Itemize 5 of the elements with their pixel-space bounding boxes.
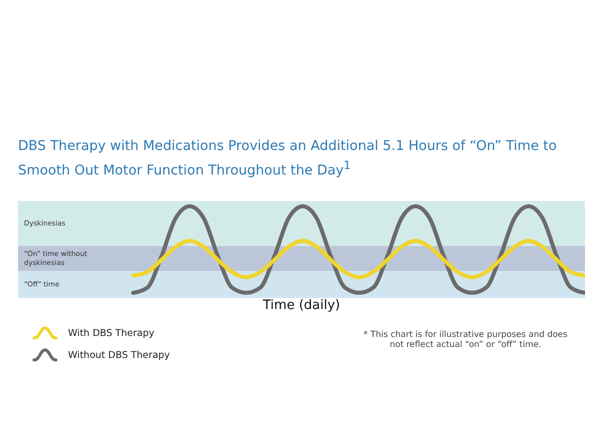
x-axis-title: Time (daily) — [262, 298, 340, 314]
chart-title: DBS Therapy with Medications Provides an Additional 5.1 Hours of “On” Time to Smooth Out Motor Function Throughout the Day$^{1}$ — [18, 137, 558, 180]
legend-label: Without DBS Therapy — [68, 350, 170, 360]
text: * This chart is for illustrative purposes and does not reflect actual “on” or “off” time. — [363, 330, 568, 350]
legend-label: With DBS Therapy — [68, 328, 154, 338]
